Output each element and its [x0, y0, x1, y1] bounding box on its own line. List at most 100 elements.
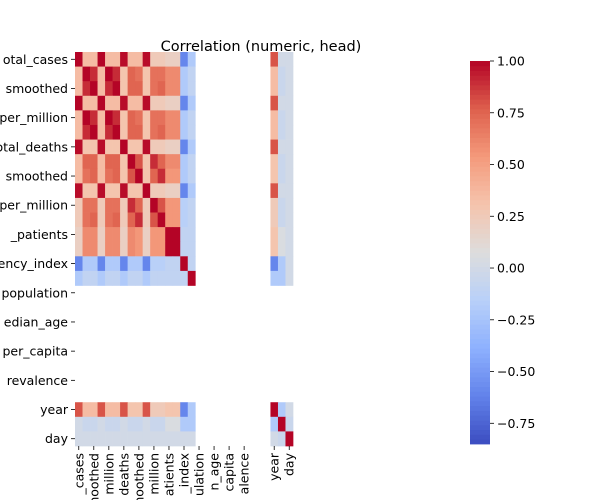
- heatmap-cell: [165, 270, 174, 286]
- heatmap-cell: [90, 402, 98, 418]
- heatmap-cell: [277, 241, 286, 257]
- heatmap-cell: [277, 183, 286, 199]
- colorbar-segment: [470, 257, 490, 263]
- heatmap-cell: [157, 66, 166, 82]
- heatmap-cell: [127, 154, 136, 170]
- heatmap-cell: [90, 212, 98, 228]
- heatmap-cell: [127, 402, 136, 418]
- heatmap-cell: [120, 154, 128, 170]
- heatmap-cell: [142, 241, 151, 257]
- heatmap-cell: [135, 183, 144, 199]
- heatmap-cell: [180, 197, 189, 213]
- heatmap-cell: [165, 256, 174, 272]
- heatmap-cell: [82, 154, 91, 170]
- heatmap-cell: [127, 183, 136, 199]
- heatmap-cell: [270, 227, 279, 243]
- heatmap-cell: [157, 95, 166, 111]
- heatmap-cell: [270, 270, 279, 286]
- colorbar-segment: [470, 238, 490, 244]
- chart-title: Correlation (numeric, head): [161, 39, 362, 55]
- heatmap-cell: [142, 431, 151, 447]
- heatmap-cell: [127, 66, 136, 82]
- colorbar-segment: [470, 223, 490, 229]
- heatmap-cell: [270, 110, 279, 126]
- colorbar-segment: [470, 209, 490, 215]
- column-tick-label: million: [101, 453, 116, 495]
- colorbar-segment: [470, 180, 490, 186]
- heatmap-cell: [75, 154, 83, 170]
- heatmap-cell: [187, 241, 196, 257]
- column-tick-label: alence: [237, 453, 252, 495]
- colorbar-segment: [470, 305, 490, 311]
- row-tick-label: _patients: [10, 227, 68, 242]
- heatmap-cell: [150, 416, 159, 432]
- heatmap-cell: [165, 110, 174, 126]
- heatmap-cell: [127, 212, 136, 228]
- heatmap-cell: [187, 212, 196, 228]
- heatmap-cell: [120, 416, 128, 432]
- heatmap-cell: [165, 124, 174, 140]
- heatmap-cell: [112, 66, 121, 82]
- heatmap-cell: [142, 227, 151, 243]
- heatmap-cell: [142, 81, 151, 97]
- heatmap-cell: [90, 256, 98, 272]
- heatmap-cell: [112, 81, 121, 97]
- heatmap-cell: [277, 431, 286, 447]
- colorbar-segment: [470, 309, 490, 316]
- heatmap-cell: [180, 124, 189, 140]
- colorbar-segment: [470, 329, 490, 335]
- heatmap-cell: [82, 241, 91, 257]
- heatmap-cell: [150, 154, 159, 170]
- heatmap-cell: [135, 212, 144, 228]
- heatmap-cell: [127, 81, 136, 97]
- heatmap-cell: [172, 227, 181, 243]
- heatmap-cell: [180, 66, 189, 82]
- heatmap-cell: [165, 139, 174, 155]
- colorbar-segment: [470, 123, 490, 129]
- heatmap-cell: [172, 241, 181, 257]
- heatmap-cell: [105, 124, 113, 140]
- row-tick-label: per_capita: [2, 344, 68, 359]
- colorbar-segment: [470, 439, 490, 445]
- colorbar-tick-label: 0.75: [497, 105, 525, 120]
- colorbar-segment: [470, 89, 490, 95]
- row-tick-label: ency_index: [0, 256, 68, 271]
- colorbar-segment: [470, 161, 490, 167]
- heatmap-cell: [172, 402, 181, 418]
- colorbar-segment: [470, 338, 490, 344]
- heatmap-cell: [112, 95, 121, 111]
- heatmap-cell: [97, 124, 106, 140]
- colorbar-segment: [470, 70, 490, 76]
- heatmap-cell: [165, 227, 174, 243]
- heatmap-cell: [97, 95, 106, 111]
- heatmap-cell: [285, 227, 294, 243]
- heatmap-cell: [112, 402, 121, 418]
- colorbar-segment: [470, 410, 490, 416]
- heatmap-cell: [172, 183, 181, 199]
- colorbar-segment: [470, 324, 490, 330]
- heatmap-cell: [277, 81, 286, 97]
- heatmap-cell: [187, 81, 196, 97]
- heatmap-cell: [270, 256, 279, 272]
- heatmap-cell: [82, 168, 91, 184]
- heatmap-cell: [120, 227, 128, 243]
- heatmap-cell: [142, 212, 151, 228]
- heatmap-cell: [142, 52, 151, 67]
- heatmap-cell: [165, 168, 174, 184]
- heatmap-cell: [270, 183, 279, 199]
- heatmap-cell: [135, 110, 144, 126]
- heatmap-cell: [120, 197, 128, 213]
- colorbar-segment: [470, 233, 490, 239]
- colorbar-segment: [470, 353, 490, 359]
- heatmap-cell: [150, 241, 159, 257]
- heatmap-cell: [127, 124, 136, 140]
- heatmap-cell: [172, 81, 181, 97]
- heatmap-cell: [82, 66, 91, 82]
- heatmap-cell: [157, 416, 166, 432]
- heatmap-cell: [285, 402, 294, 418]
- heatmap-cell: [112, 270, 121, 286]
- heatmap-cell: [285, 139, 294, 155]
- heatmap-cell: [127, 256, 136, 272]
- heatmap-cell: [165, 52, 174, 67]
- heatmap-cell: [120, 256, 128, 272]
